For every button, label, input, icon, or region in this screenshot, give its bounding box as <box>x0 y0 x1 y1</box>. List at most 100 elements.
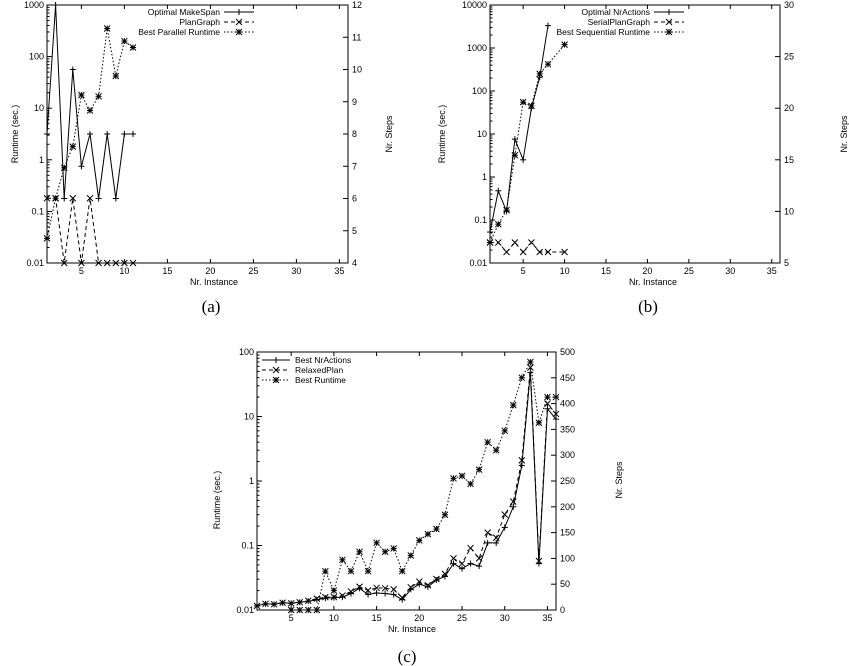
series-line <box>291 360 556 611</box>
y-axis-label: Runtime (sec.) <box>10 105 20 164</box>
y2-tick-label: 4 <box>352 258 357 268</box>
data-point <box>475 555 483 562</box>
data-point <box>43 194 51 202</box>
y2-axis-label: Nr. Steps <box>384 115 394 153</box>
data-point <box>519 98 527 106</box>
x-axis-label: Nr. Instance <box>388 624 436 634</box>
y-tick-label: 0.01 <box>26 258 44 268</box>
data-point <box>373 539 380 547</box>
data-point <box>433 525 440 533</box>
x-tick-label: 30 <box>291 266 301 276</box>
y2-tick-label: 150 <box>560 528 575 538</box>
data-point <box>509 401 517 409</box>
data-point <box>424 581 432 589</box>
x-tick-label: 5 <box>289 613 294 623</box>
y2-tick-label: 450 <box>560 373 575 383</box>
data-point <box>450 474 457 482</box>
y2-tick-label: 50 <box>560 579 570 589</box>
data-point <box>347 588 355 595</box>
y-tick-label: 10 <box>244 412 254 422</box>
y-tick-label: 1 <box>482 172 487 182</box>
data-point <box>503 206 510 214</box>
data-point <box>493 539 500 546</box>
data-point <box>561 248 568 256</box>
data-point <box>382 590 389 597</box>
plot-frame <box>489 4 781 264</box>
data-point <box>544 400 551 407</box>
x-tick-label: 35 <box>542 613 552 623</box>
y2-tick-label: 300 <box>560 450 575 460</box>
data-point <box>510 503 517 510</box>
y-tick-label: 0.1 <box>474 215 487 225</box>
legend-label: Optimal MakeSpan <box>148 7 221 17</box>
data-point <box>381 584 389 592</box>
data-point <box>270 600 278 608</box>
legend-label: SerialPlanGraph <box>588 17 651 27</box>
y2-tick-label: 12 <box>352 0 362 10</box>
data-point <box>450 555 457 562</box>
data-point <box>390 586 398 593</box>
y-tick-label: 10 <box>477 129 487 139</box>
data-point <box>103 25 111 32</box>
data-point <box>509 498 517 505</box>
data-point <box>484 539 491 546</box>
data-point <box>433 577 440 584</box>
legend-marker <box>665 28 673 36</box>
data-point <box>501 511 509 518</box>
data-point <box>373 589 380 596</box>
y-tick-label: 1 <box>249 476 254 486</box>
data-point <box>103 259 111 267</box>
data-point <box>433 575 440 583</box>
data-point <box>467 560 474 567</box>
data-point <box>130 131 136 137</box>
y2-axis-label: Nr. Steps <box>614 461 624 499</box>
x-tick-label: 35 <box>334 266 344 276</box>
data-point <box>86 107 94 114</box>
series-line <box>489 25 549 233</box>
data-point <box>356 548 363 556</box>
data-point <box>561 41 568 48</box>
data-point <box>112 195 119 202</box>
data-point <box>544 393 551 401</box>
y2-tick-label: 500 <box>560 347 575 357</box>
data-point <box>262 600 269 608</box>
legend-marker <box>666 9 672 15</box>
data-point <box>304 597 312 605</box>
data-point <box>112 259 120 267</box>
data-point <box>78 163 85 170</box>
data-point <box>467 544 474 552</box>
x-tick-label: 10 <box>119 266 129 276</box>
data-point <box>552 410 560 418</box>
x-tick-label: 25 <box>248 266 258 276</box>
data-point <box>536 248 544 256</box>
data-point <box>69 143 77 150</box>
data-point <box>527 358 534 366</box>
y2-tick-label: 350 <box>560 424 575 434</box>
data-point <box>415 578 423 585</box>
x-tick-label: 25 <box>684 266 694 276</box>
data-point <box>492 534 500 542</box>
data-point <box>60 259 68 267</box>
plot-frame <box>256 351 557 611</box>
y2-tick-label: 5 <box>352 226 357 236</box>
y-tick-label: 1000 <box>24 0 44 10</box>
data-point <box>415 537 423 544</box>
data-point <box>95 195 102 202</box>
data-point <box>95 259 102 267</box>
figure-caption: (c) <box>398 647 417 666</box>
data-point <box>121 259 128 267</box>
data-point <box>60 164 68 172</box>
y2-tick-label: 100 <box>560 553 575 563</box>
data-point <box>484 529 492 536</box>
y-tick-label: 0.1 <box>241 541 254 551</box>
legend-label: Best Runtime <box>295 375 346 385</box>
y-axis-label: Runtime (sec.) <box>437 105 447 164</box>
data-point <box>129 259 137 267</box>
data-point <box>43 235 51 242</box>
data-point <box>519 248 527 256</box>
data-point <box>121 37 128 45</box>
data-point <box>365 591 372 598</box>
series-line <box>256 367 557 607</box>
